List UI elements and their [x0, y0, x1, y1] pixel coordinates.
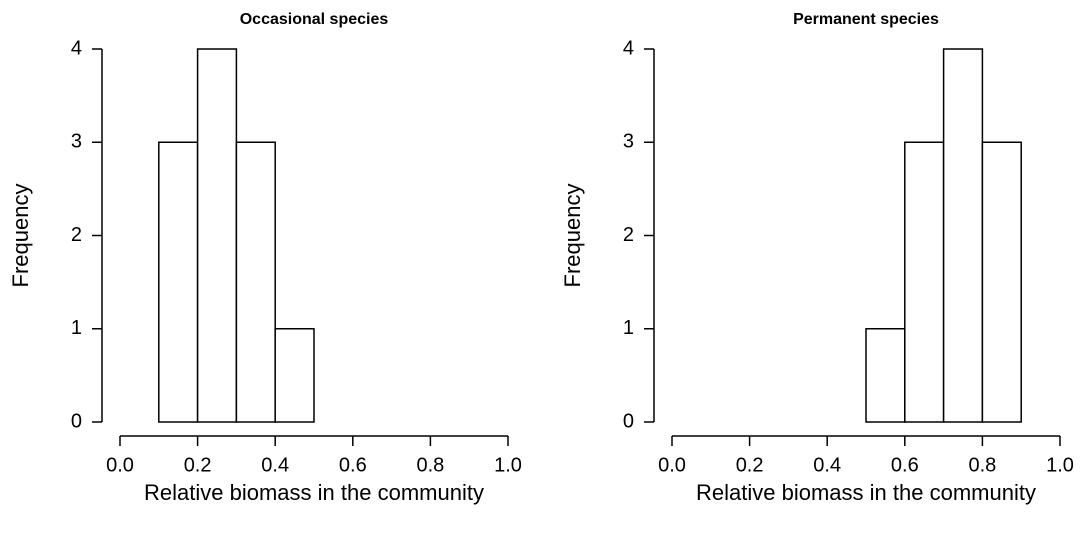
y-tick-label: 2: [623, 224, 634, 246]
y-tick-label: 3: [623, 131, 634, 153]
bar: [274, 328, 315, 423]
y-axis-label: Frequency: [8, 184, 33, 288]
x-tick-label: 0.6: [339, 454, 367, 476]
bar: [865, 328, 906, 423]
x-tick-label: 0.2: [184, 454, 212, 476]
x-tick-label: 0.2: [736, 454, 764, 476]
bar: [942, 48, 984, 423]
x-tick-label: 0.0: [106, 454, 134, 476]
chart-title: Permanent species: [793, 11, 939, 28]
bar: [235, 141, 276, 423]
x-axis-label: Relative biomass in the community: [144, 480, 484, 505]
y-tick-label: 0: [71, 410, 82, 432]
y-tick-label: 2: [71, 224, 82, 246]
x-tick-label: 0.4: [261, 454, 289, 476]
y-tick-label: 1: [623, 317, 634, 339]
y-tick-label: 0: [623, 410, 634, 432]
y-tick-label: 4: [71, 37, 82, 59]
bar: [981, 141, 1022, 423]
x-tick-label: 0.0: [658, 454, 686, 476]
y-tick-label: 1: [71, 317, 82, 339]
x-axis-label: Relative biomass in the community: [696, 480, 1036, 505]
x-tick-label: 1.0: [494, 454, 522, 476]
y-tick-label: 4: [623, 37, 634, 59]
x-tick-label: 0.8: [968, 454, 996, 476]
x-tick-label: 0.4: [813, 454, 841, 476]
x-tick-label: 1.0: [1046, 454, 1074, 476]
y-axis-label: Frequency: [560, 184, 585, 288]
y-tick-label: 3: [71, 131, 82, 153]
bar: [158, 141, 199, 423]
x-tick-label: 0.8: [416, 454, 444, 476]
bar: [196, 48, 238, 423]
chart-title: Occasional species: [240, 11, 389, 28]
x-tick-label: 0.6: [891, 454, 919, 476]
bar: [904, 141, 945, 423]
